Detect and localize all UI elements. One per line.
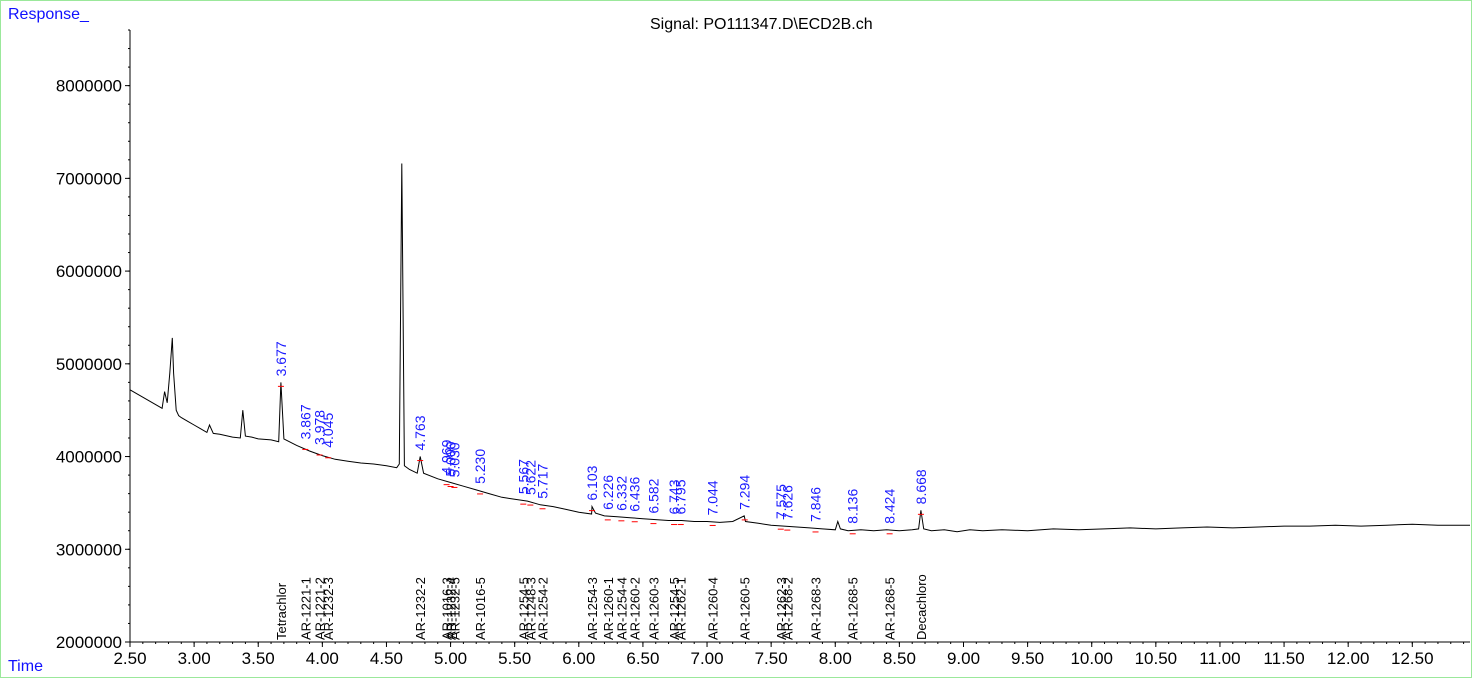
peak-rt-label: 8.668 bbox=[913, 469, 929, 504]
y-tick-label: 8000000 bbox=[56, 77, 122, 96]
peak-rt-label: 6.332 bbox=[613, 476, 629, 511]
peak-rt-label: 6.226 bbox=[600, 475, 616, 510]
peak-rt-label: 6.582 bbox=[645, 478, 661, 513]
x-tick-label: 3.00 bbox=[178, 649, 211, 668]
x-tick-label: 7.50 bbox=[755, 649, 788, 668]
peak-rt-label: 5.000 bbox=[443, 441, 459, 476]
peak-rt-label: 4.763 bbox=[412, 415, 428, 450]
peak-rt-label: 8.136 bbox=[845, 489, 861, 524]
y-axis-label: Response_ bbox=[8, 6, 89, 23]
x-tick-label: 5.50 bbox=[498, 649, 531, 668]
compound-label: AR-1232-4 bbox=[444, 577, 459, 640]
compound-label: AR-1254-2 bbox=[536, 577, 551, 640]
y-tick-label: 2000000 bbox=[56, 633, 122, 652]
compound-label: AR-1232-2 bbox=[413, 577, 428, 640]
compound-label: AR-1260-3 bbox=[646, 577, 661, 640]
peak-rt-label: 5.622 bbox=[522, 460, 538, 495]
x-tick-label: 11.50 bbox=[1263, 649, 1304, 668]
x-tick-label: 10.00 bbox=[1070, 649, 1113, 668]
peak-rt-label: 7.294 bbox=[737, 475, 753, 510]
peak-rt-label: 3.677 bbox=[273, 341, 289, 376]
compound-label: Tetrachlor bbox=[274, 582, 289, 640]
peak-rt-label: 6.795 bbox=[673, 479, 689, 514]
x-tick-label: 10.50 bbox=[1135, 649, 1178, 668]
x-tick-label: 12.50 bbox=[1391, 649, 1434, 668]
peak-rt-label: 8.424 bbox=[882, 489, 898, 524]
x-tick-label: 3.50 bbox=[242, 649, 275, 668]
compound-label: AR-1260-2 bbox=[628, 577, 643, 640]
compound-label: AR-1268-3 bbox=[809, 577, 824, 640]
peak-rt-label: 7.044 bbox=[705, 480, 721, 515]
compound-label: Decachloro bbox=[914, 574, 929, 640]
compound-label: AR-1248-3 bbox=[523, 577, 538, 640]
compound-label: AR-1221-2 bbox=[313, 577, 328, 640]
peak-rt-label: 6.743 bbox=[666, 479, 682, 514]
peak-rt-label: 4.045 bbox=[320, 413, 336, 448]
x-tick-label: 5.00 bbox=[434, 649, 467, 668]
peak-rt-label: 5.030 bbox=[446, 442, 462, 477]
chart-title: Signal: PO111347.D\ECD2B.ch bbox=[650, 16, 873, 33]
compound-label: AR-1260-1 bbox=[601, 577, 616, 640]
x-tick-label: 8.00 bbox=[819, 649, 852, 668]
peak-rt-label: 7.846 bbox=[808, 487, 824, 522]
peak-rt-label: 5.230 bbox=[472, 449, 488, 484]
y-tick-label: 7000000 bbox=[56, 169, 122, 188]
peak-rt-label: 3.867 bbox=[297, 404, 313, 439]
x-tick-label: 4.50 bbox=[370, 649, 403, 668]
x-axis-label: Time bbox=[8, 658, 43, 675]
compound-label: AR-1268-5 bbox=[883, 577, 898, 640]
y-tick-label: 6000000 bbox=[56, 262, 122, 281]
x-tick-label: 9.00 bbox=[947, 649, 980, 668]
compound-label: AR-1262-1 bbox=[674, 577, 689, 640]
x-tick-label: 12.00 bbox=[1327, 649, 1370, 668]
compound-label: AR-1268-5 bbox=[846, 577, 861, 640]
x-tick-label: 4.00 bbox=[306, 649, 339, 668]
x-tick-label: 11.00 bbox=[1199, 649, 1240, 668]
x-tick-label: 6.50 bbox=[626, 649, 659, 668]
peak-rt-label: 3.978 bbox=[312, 410, 328, 445]
compound-label: AR-1254-5 bbox=[516, 577, 531, 640]
peak-rt-label: 7.575 bbox=[773, 484, 789, 519]
y-tick-label: 5000000 bbox=[56, 355, 122, 374]
compound-label: AR-1260-4 bbox=[706, 577, 721, 640]
x-tick-label: 6.00 bbox=[562, 649, 595, 668]
peak-rt-label: 7.626 bbox=[779, 485, 795, 520]
compound-label: AR-1254-3 bbox=[585, 577, 600, 640]
compound-label: AR-1232-5 bbox=[447, 577, 462, 640]
x-tick-label: 2.50 bbox=[113, 649, 146, 668]
compound-label: AR-1232-3 bbox=[321, 577, 336, 640]
peak-rt-label: 6.436 bbox=[627, 476, 643, 511]
compound-label: AR-1262-3 bbox=[774, 577, 789, 640]
compound-label: AR-1260-5 bbox=[738, 577, 753, 640]
x-tick-label: 9.50 bbox=[1011, 649, 1044, 668]
compound-label: AR-1254-5 bbox=[667, 577, 682, 640]
compound-label: AR-1221-1 bbox=[298, 577, 313, 640]
peak-rt-label: 4.969 bbox=[439, 439, 455, 474]
compound-label: AR-1268-2 bbox=[780, 577, 795, 640]
signal-trace bbox=[129, 163, 1470, 533]
x-tick-label: 8.50 bbox=[883, 649, 916, 668]
compound-label: AR-1254-4 bbox=[614, 577, 629, 640]
y-tick-label: 3000000 bbox=[56, 540, 122, 559]
peak-rt-label: 5.717 bbox=[535, 464, 551, 499]
y-tick-label: 4000000 bbox=[56, 448, 122, 467]
compound-label: AR-1016-5 bbox=[473, 577, 488, 640]
x-tick-label: 7.00 bbox=[690, 649, 723, 668]
peak-rt-label: 5.567 bbox=[515, 459, 531, 494]
peak-rt-label: 6.103 bbox=[584, 465, 600, 500]
compound-label: AR-1016-3 bbox=[440, 577, 455, 640]
